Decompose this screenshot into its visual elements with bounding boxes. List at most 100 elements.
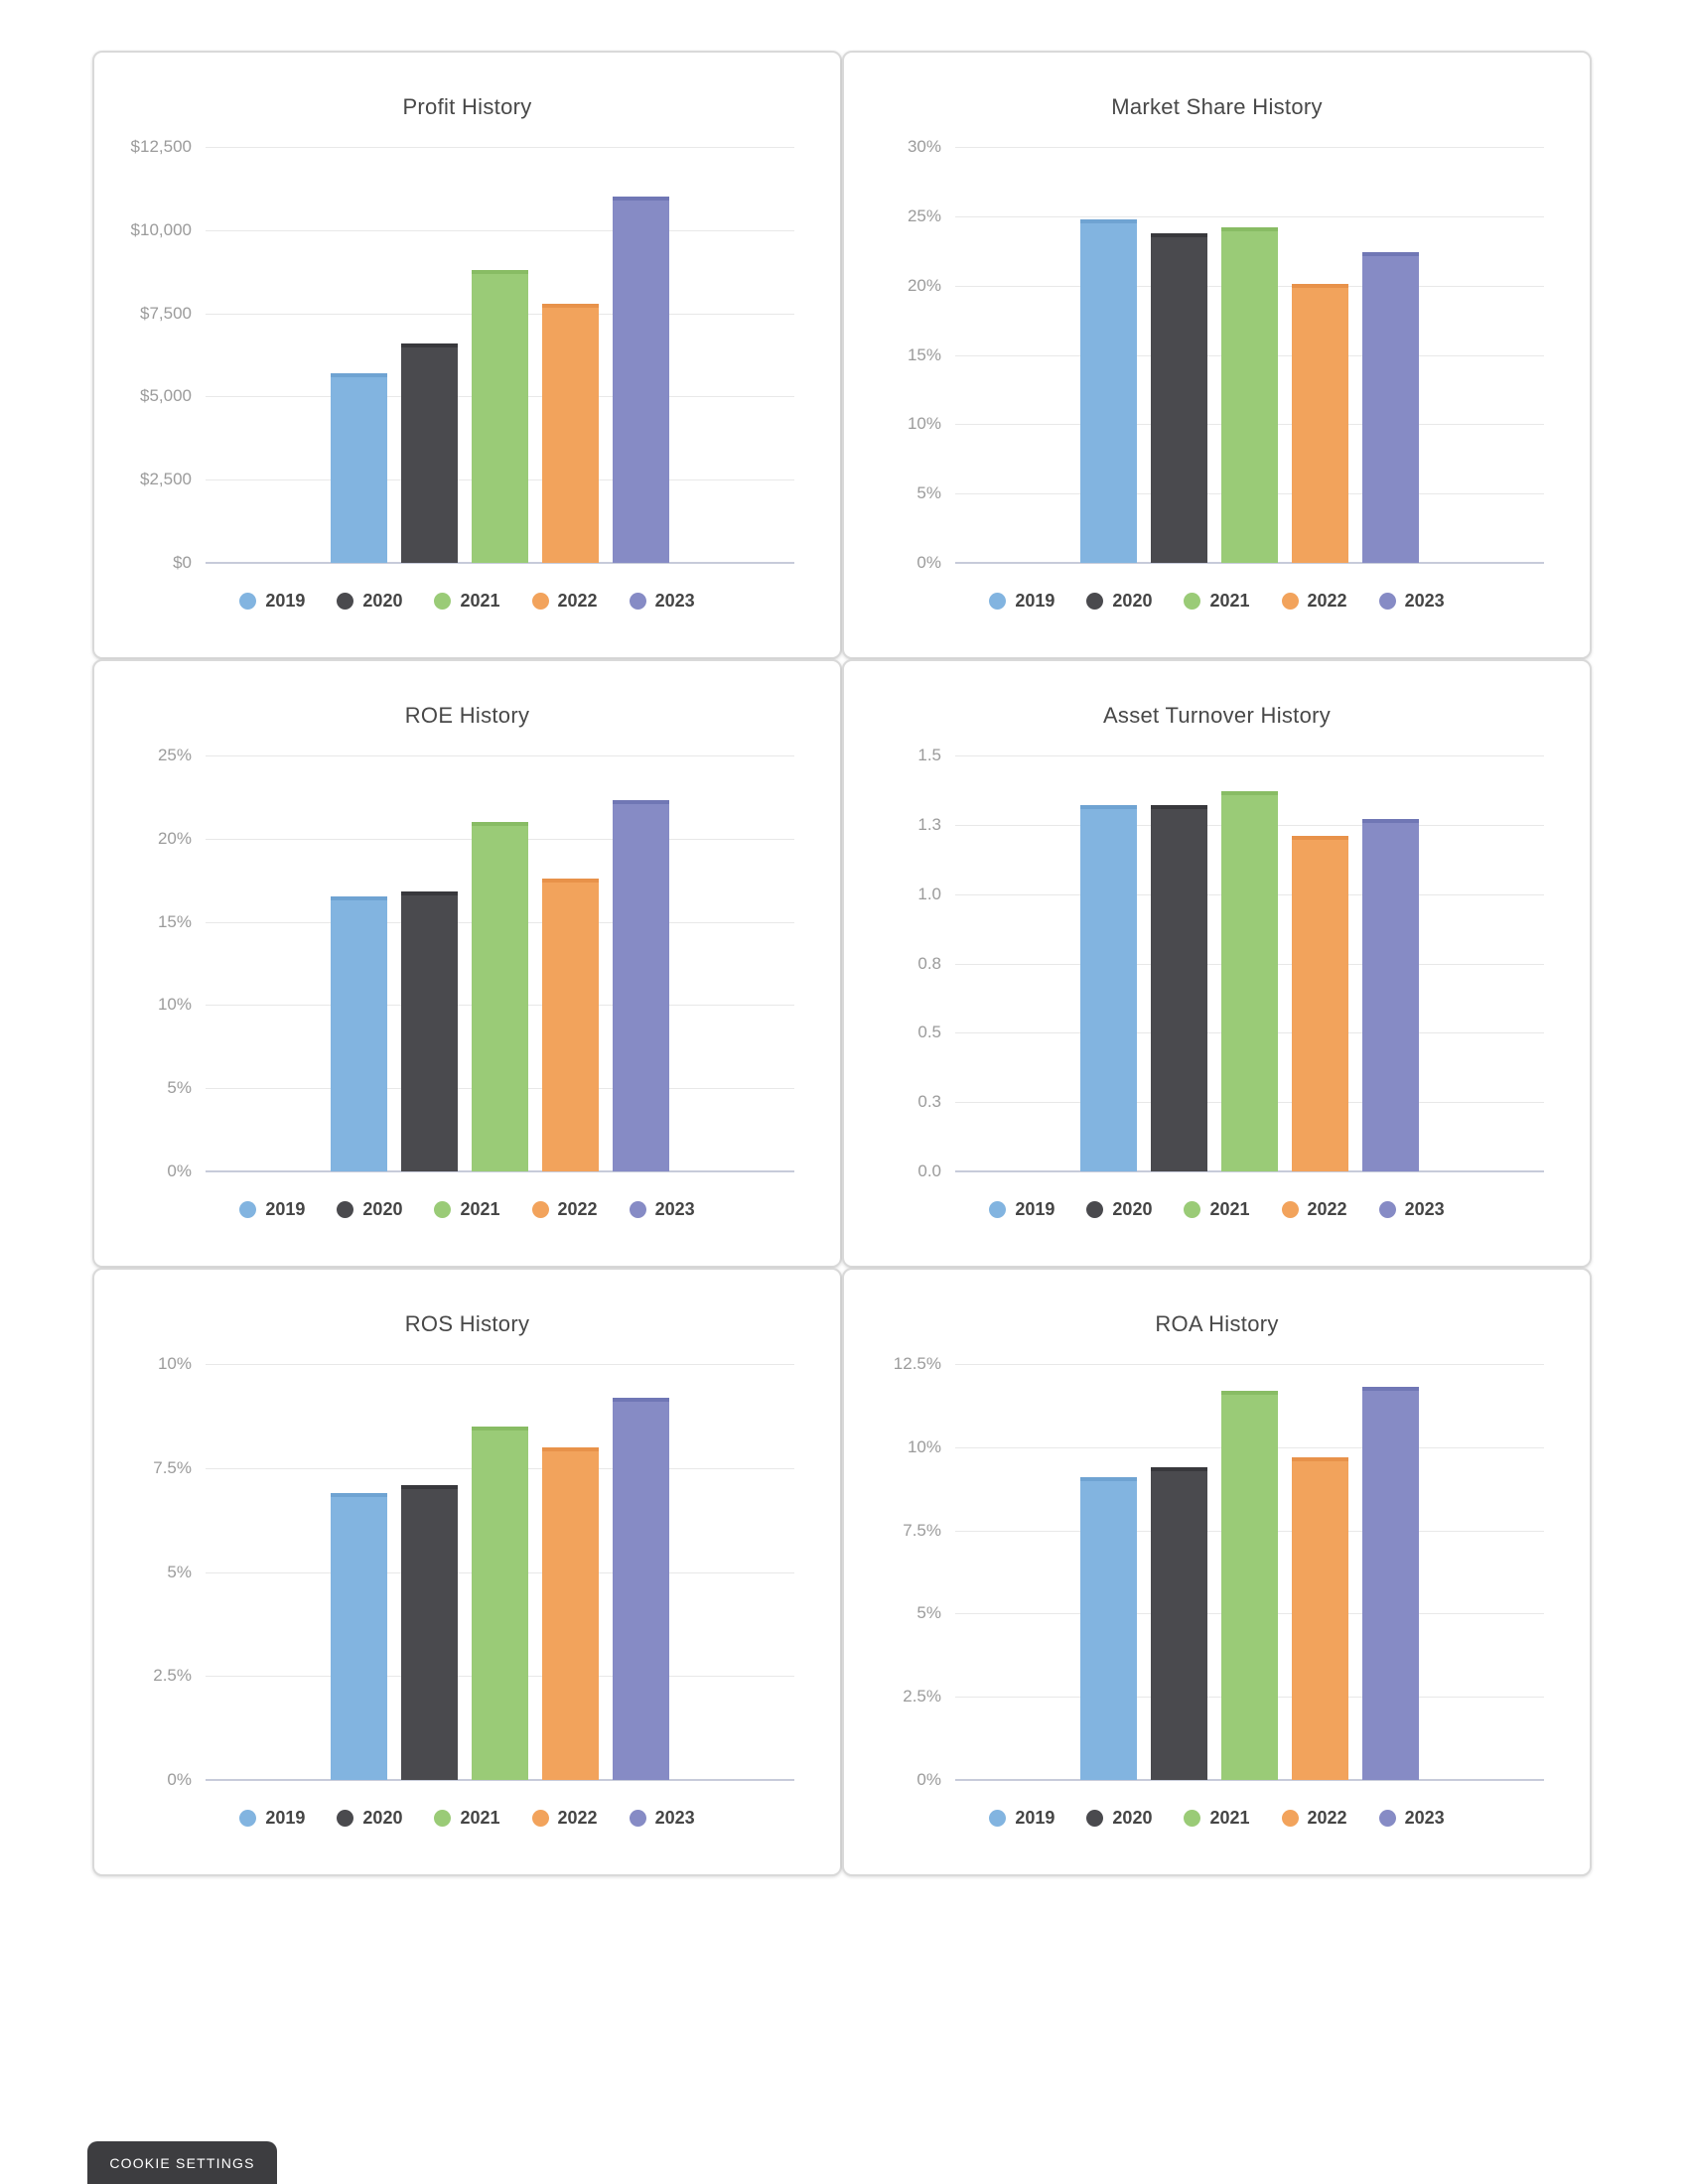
- legend-dot-icon: [1184, 593, 1201, 610]
- bar-2022[interactable]: [542, 304, 599, 563]
- gridline: [206, 1364, 794, 1365]
- y-tick-label: 0.5: [917, 1023, 941, 1042]
- legend-label: 2019: [265, 591, 306, 611]
- x-axis-line: [206, 562, 794, 564]
- legend-item-2022[interactable]: 2022: [1281, 591, 1347, 612]
- legend-dot-icon: [1281, 1201, 1299, 1218]
- gridline: [955, 215, 1544, 217]
- legend-label: 2023: [1404, 1199, 1445, 1219]
- legend-item-2022[interactable]: 2022: [1281, 1808, 1347, 1829]
- legend-item-2023[interactable]: 2023: [1378, 1199, 1445, 1220]
- bar-2023[interactable]: [1362, 252, 1419, 563]
- legend-item-2020[interactable]: 2020: [337, 1199, 402, 1220]
- bar-2020[interactable]: [1151, 233, 1207, 563]
- legend-item-2022[interactable]: 2022: [531, 1808, 598, 1829]
- y-tick-label: 2.5%: [153, 1666, 192, 1686]
- chart-legend: 2019 2020 2021 2022 2023: [94, 1808, 840, 1829]
- y-tick-label: 20%: [907, 275, 941, 295]
- asset-turnover-history-chart: 1.5 1.3 1.0 0.8 0.5 0.3 0.0: [844, 747, 1590, 1180]
- bar-2023[interactable]: [613, 197, 669, 563]
- legend-label: 2023: [1404, 1808, 1445, 1828]
- legend-item-2021[interactable]: 2021: [434, 1199, 500, 1220]
- legend-item-2019[interactable]: 2019: [989, 1808, 1055, 1829]
- panel-roa-history: ROA History 12.5% 10% 7.5% 5% 2.5% 0% 2019 202…: [842, 1268, 1592, 1876]
- bar-2023[interactable]: [613, 1398, 669, 1780]
- bar-2019[interactable]: [1080, 1477, 1137, 1780]
- gridline: [955, 755, 1544, 756]
- bar-2019[interactable]: [1080, 805, 1137, 1171]
- bar-2020[interactable]: [1151, 1467, 1207, 1780]
- y-tick-label: 25%: [907, 205, 941, 225]
- legend-dot-icon: [1378, 593, 1396, 610]
- bar-2022[interactable]: [542, 879, 599, 1171]
- legend-item-2022[interactable]: 2022: [531, 591, 598, 612]
- chart-legend: 2019 2020 2021 2022 2023: [844, 591, 1590, 612]
- bar-2022[interactable]: [1292, 836, 1348, 1171]
- panel-profit-history: Profit History $12,500 $10,000 $7,500 $5,00…: [92, 51, 842, 659]
- gridline: [206, 229, 794, 231]
- bar-2021[interactable]: [472, 270, 528, 563]
- legend-item-2021[interactable]: 2021: [1184, 1199, 1250, 1220]
- legend-dot-icon: [629, 1201, 646, 1218]
- bar-2020[interactable]: [401, 343, 458, 563]
- legend-dot-icon: [629, 593, 646, 610]
- bar-2022[interactable]: [542, 1447, 599, 1780]
- legend-item-2020[interactable]: 2020: [1086, 1808, 1152, 1829]
- legend-item-2023[interactable]: 2023: [1378, 591, 1445, 612]
- bar-2023[interactable]: [1362, 819, 1419, 1171]
- bar-2020[interactable]: [401, 891, 458, 1171]
- y-tick-label: 10%: [907, 414, 941, 434]
- legend-label: 2019: [1015, 591, 1055, 611]
- y-tick-label: 7.5%: [153, 1457, 192, 1477]
- legend-item-2023[interactable]: 2023: [629, 1199, 695, 1220]
- bar-2021[interactable]: [1221, 1391, 1278, 1780]
- x-axis-line: [206, 1170, 794, 1172]
- legend-dot-icon: [1086, 1201, 1104, 1218]
- legend-item-2020[interactable]: 2020: [1086, 1199, 1152, 1220]
- bar-2019[interactable]: [331, 896, 387, 1171]
- chart-title: ROA History: [1155, 1311, 1279, 1336]
- legend-label: 2021: [460, 591, 500, 611]
- bar-2022[interactable]: [1292, 284, 1348, 563]
- ros-history-chart: 10% 7.5% 5% 2.5% 0%: [94, 1355, 840, 1789]
- legend-item-2020[interactable]: 2020: [337, 1808, 402, 1829]
- chart-title: ROE History: [404, 703, 530, 728]
- legend-item-2019[interactable]: 2019: [239, 1808, 305, 1829]
- legend-item-2020[interactable]: 2020: [337, 591, 402, 612]
- y-tick-label: 7.5%: [903, 1520, 941, 1540]
- legend-item-2022[interactable]: 2022: [1281, 1199, 1347, 1220]
- legend-item-2021[interactable]: 2021: [1184, 1808, 1250, 1829]
- roe-history-chart: 25% 20% 15% 10% 5% 0%: [94, 747, 840, 1180]
- bar-2022[interactable]: [1292, 1457, 1348, 1780]
- legend-item-2019[interactable]: 2019: [239, 591, 305, 612]
- legend-dot-icon: [1184, 1201, 1201, 1218]
- legend-item-2023[interactable]: 2023: [629, 591, 695, 612]
- bar-2019[interactable]: [331, 373, 387, 563]
- bar-2021[interactable]: [472, 822, 528, 1171]
- bar-2023[interactable]: [1362, 1387, 1419, 1780]
- legend-item-2020[interactable]: 2020: [1086, 591, 1152, 612]
- bar-2023[interactable]: [613, 800, 669, 1171]
- bar-2020[interactable]: [1151, 805, 1207, 1171]
- bar-2021[interactable]: [1221, 791, 1278, 1171]
- bars-group: [206, 1364, 794, 1780]
- legend-item-2021[interactable]: 2021: [1184, 591, 1250, 612]
- bar-2021[interactable]: [472, 1427, 528, 1780]
- legend-item-2019[interactable]: 2019: [239, 1199, 305, 1220]
- legend-item-2021[interactable]: 2021: [434, 1808, 500, 1829]
- bar-2019[interactable]: [331, 1493, 387, 1780]
- y-tick-label: 2.5%: [903, 1687, 941, 1706]
- y-tick-label: $2,500: [140, 470, 192, 489]
- bar-2020[interactable]: [401, 1485, 458, 1780]
- legend-item-2023[interactable]: 2023: [629, 1808, 695, 1829]
- legend-item-2019[interactable]: 2019: [989, 1199, 1055, 1220]
- legend-item-2019[interactable]: 2019: [989, 591, 1055, 612]
- legend-item-2021[interactable]: 2021: [434, 591, 500, 612]
- legend-label: 2020: [1112, 591, 1153, 611]
- legend-dot-icon: [337, 1810, 354, 1827]
- legend-item-2022[interactable]: 2022: [531, 1199, 598, 1220]
- bar-2021[interactable]: [1221, 227, 1278, 563]
- bar-2019[interactable]: [1080, 219, 1137, 563]
- legend-item-2023[interactable]: 2023: [1378, 1808, 1445, 1829]
- cookie-settings-button[interactable]: COOKIE SETTINGS: [87, 2141, 277, 2184]
